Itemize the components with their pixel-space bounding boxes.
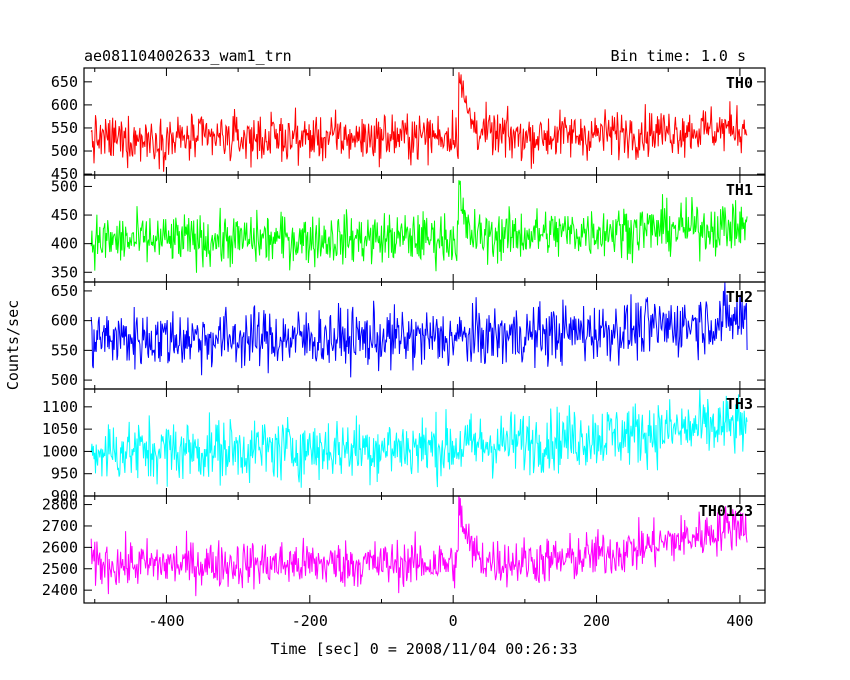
x-tick-label: 200 (583, 612, 610, 630)
x-tick-label: 400 (726, 612, 753, 630)
y-tick-label: 350 (51, 263, 78, 281)
y-tick-label: 1050 (42, 420, 78, 438)
panel-th0: 450 500 550 600 650 TH0 (51, 67, 766, 183)
panel-label-th0123: TH0123 (699, 502, 753, 520)
y-tick-label: 500 (51, 371, 78, 389)
panel-label-th1: TH1 (726, 181, 753, 199)
panel-th0123: 2400 2500 2600 2700 2800 TH0123 (42, 495, 766, 604)
y-tick-label: 450 (51, 165, 78, 183)
series-trace-th1 (90, 180, 748, 273)
y-tick-label: 500 (51, 177, 78, 195)
y-tick-label: 650 (51, 73, 78, 91)
y-tick-label: 400 (51, 235, 78, 253)
y-tick-label: 600 (51, 312, 78, 330)
panel-label-th0: TH0 (726, 74, 753, 92)
y-tick-label: 2600 (42, 538, 78, 556)
y-tick-label: 950 (51, 465, 78, 483)
y-tick-label: 2500 (42, 560, 78, 578)
y-tick-label: 900 (51, 487, 78, 505)
y-tick-label: 600 (51, 96, 78, 114)
chart-title: ae081104002633_wam1_trn (84, 47, 292, 65)
panel-label-th2: TH2 (726, 288, 753, 306)
y-tick-label: 650 (51, 282, 78, 300)
y-axis-label: Counts/sec (4, 300, 22, 390)
y-tick-label: 500 (51, 142, 78, 160)
series-trace-th0 (90, 72, 748, 172)
y-tick-label: 2800 (42, 496, 78, 514)
y-tick-label: 2700 (42, 517, 78, 535)
x-axis-label: Time [sec] 0 = 2008/11/04 00:26:33 (270, 640, 577, 658)
y-tick-label: 550 (51, 119, 78, 137)
y-tick-label: 450 (51, 206, 78, 224)
panel-label-th3: TH3 (726, 395, 753, 413)
y-tick-label: 2400 (42, 581, 78, 599)
series-trace-th3 (90, 389, 748, 488)
x-tick-label: 0 (449, 612, 458, 630)
panel-frame (83, 495, 766, 604)
series-trace-th0123 (90, 496, 748, 597)
y-tick-label: 550 (51, 341, 78, 359)
panel-th1: 350 400 450 500 TH1 (51, 174, 766, 283)
series-trace-th2 (90, 282, 748, 378)
y-tick-label: 1100 (42, 398, 78, 416)
panel-th2: 500 550 600 650 TH2 (51, 281, 766, 390)
x-tick-label: -200 (292, 612, 328, 630)
y-tick-label: 1000 (42, 442, 78, 460)
x-tick-label: -400 (148, 612, 184, 630)
chart-subtitle: Bin time: 1.0 s (611, 47, 746, 65)
panel-th3: 900 950 1000 1050 1100 TH3 (42, 388, 766, 505)
